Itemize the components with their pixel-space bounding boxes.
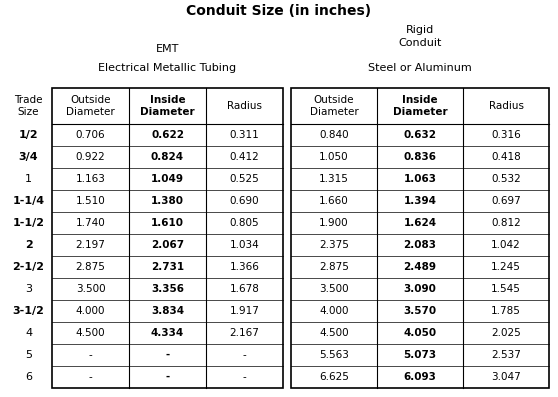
Text: 5.073: 5.073 [403, 350, 436, 360]
Text: 1.917: 1.917 [229, 306, 259, 316]
Text: Trade
Size: Trade Size [15, 95, 43, 117]
Text: 3.570: 3.570 [403, 306, 436, 316]
Text: 1.785: 1.785 [491, 306, 521, 316]
Text: -: - [165, 350, 170, 360]
Text: 6: 6 [25, 372, 32, 382]
Text: -: - [243, 372, 247, 382]
Text: 6.093: 6.093 [403, 372, 436, 382]
Text: 1.034: 1.034 [230, 240, 259, 250]
Text: -: - [89, 350, 93, 360]
Text: 0.840: 0.840 [319, 130, 349, 140]
Text: 0.706: 0.706 [76, 130, 105, 140]
Text: 0.824: 0.824 [151, 152, 184, 162]
Text: Outside
Diameter: Outside Diameter [310, 95, 358, 117]
Text: 0.412: 0.412 [230, 152, 259, 162]
Text: 1.510: 1.510 [76, 196, 105, 206]
Text: 2.875: 2.875 [75, 262, 105, 272]
Text: 2.067: 2.067 [151, 240, 184, 250]
Text: 1-1/2: 1-1/2 [12, 218, 45, 228]
Text: 1.380: 1.380 [151, 196, 184, 206]
Text: 0.805: 0.805 [230, 218, 259, 228]
Text: 0.690: 0.690 [230, 196, 259, 206]
Text: 3: 3 [25, 284, 32, 294]
Text: 4.500: 4.500 [76, 328, 105, 338]
Text: -: - [243, 350, 247, 360]
Text: 0.922: 0.922 [76, 152, 105, 162]
Text: 1-1/4: 1-1/4 [12, 196, 45, 206]
Text: Inside
Diameter: Inside Diameter [393, 95, 448, 117]
Text: 1.740: 1.740 [76, 218, 105, 228]
Text: 2-1/2: 2-1/2 [12, 262, 45, 272]
Text: Conduit: Conduit [398, 38, 442, 48]
Text: 2.197: 2.197 [75, 240, 105, 250]
Text: 2.083: 2.083 [403, 240, 436, 250]
Text: 1.042: 1.042 [491, 240, 521, 250]
Text: 1.545: 1.545 [491, 284, 521, 294]
Text: 1.163: 1.163 [75, 174, 105, 184]
Bar [291, 88, 549, 388]
Text: Radius: Radius [488, 101, 523, 111]
Text: 0.525: 0.525 [230, 174, 259, 184]
Text: 0.418: 0.418 [491, 152, 521, 162]
Text: 2.167: 2.167 [229, 328, 259, 338]
Text: 0.632: 0.632 [403, 130, 436, 140]
Text: 3.047: 3.047 [491, 372, 521, 382]
Text: 2.375: 2.375 [319, 240, 349, 250]
Text: 2.025: 2.025 [491, 328, 521, 338]
Text: Radius: Radius [227, 101, 262, 111]
Text: 2.731: 2.731 [151, 262, 184, 272]
Text: 5: 5 [25, 350, 32, 360]
Text: Conduit Size (in inches): Conduit Size (in inches) [186, 4, 372, 18]
Text: -: - [165, 372, 170, 382]
Text: 1.678: 1.678 [229, 284, 259, 294]
Text: Rigid: Rigid [406, 25, 434, 35]
Text: 1.394: 1.394 [403, 196, 436, 206]
Text: 1.245: 1.245 [491, 262, 521, 272]
Text: 1.050: 1.050 [319, 152, 349, 162]
Text: 4.334: 4.334 [151, 328, 184, 338]
Text: Steel or Aluminum: Steel or Aluminum [368, 63, 472, 73]
Text: 4.050: 4.050 [403, 328, 436, 338]
Text: 3-1/2: 3-1/2 [13, 306, 45, 316]
Bar [52, 88, 283, 388]
Text: 3.356: 3.356 [151, 284, 184, 294]
Text: 4.000: 4.000 [76, 306, 105, 316]
Text: 1.610: 1.610 [151, 218, 184, 228]
Text: 3.834: 3.834 [151, 306, 184, 316]
Text: 1.315: 1.315 [319, 174, 349, 184]
Text: Inside
Diameter: Inside Diameter [140, 95, 195, 117]
Text: 2.537: 2.537 [491, 350, 521, 360]
Text: Electrical Metallic Tubing: Electrical Metallic Tubing [98, 63, 237, 73]
Text: 1.063: 1.063 [403, 174, 436, 184]
Text: 0.812: 0.812 [491, 218, 521, 228]
Text: 4.500: 4.500 [319, 328, 349, 338]
Text: 4.000: 4.000 [319, 306, 349, 316]
Text: EMT: EMT [156, 44, 179, 54]
Text: 2: 2 [25, 240, 32, 250]
Text: 0.311: 0.311 [230, 130, 259, 140]
Text: 2.875: 2.875 [319, 262, 349, 272]
Text: 0.316: 0.316 [491, 130, 521, 140]
Text: 3.500: 3.500 [76, 284, 105, 294]
Text: 1: 1 [25, 174, 32, 184]
Text: 1.624: 1.624 [403, 218, 436, 228]
Text: 3.500: 3.500 [319, 284, 349, 294]
Text: 6.625: 6.625 [319, 372, 349, 382]
Text: 1.366: 1.366 [229, 262, 259, 272]
Text: -: - [89, 372, 93, 382]
Text: 5.563: 5.563 [319, 350, 349, 360]
Text: 2.489: 2.489 [403, 262, 436, 272]
Text: 1.049: 1.049 [151, 174, 184, 184]
Text: Outside
Diameter: Outside Diameter [66, 95, 115, 117]
Text: 0.697: 0.697 [491, 196, 521, 206]
Text: 4: 4 [25, 328, 32, 338]
Text: 1.660: 1.660 [319, 196, 349, 206]
Text: 1/2: 1/2 [18, 130, 39, 140]
Text: 0.836: 0.836 [403, 152, 436, 162]
Text: 1.900: 1.900 [319, 218, 349, 228]
Text: 0.532: 0.532 [491, 174, 521, 184]
Text: 3.090: 3.090 [403, 284, 436, 294]
Text: 0.622: 0.622 [151, 130, 184, 140]
Text: 3/4: 3/4 [18, 152, 39, 162]
